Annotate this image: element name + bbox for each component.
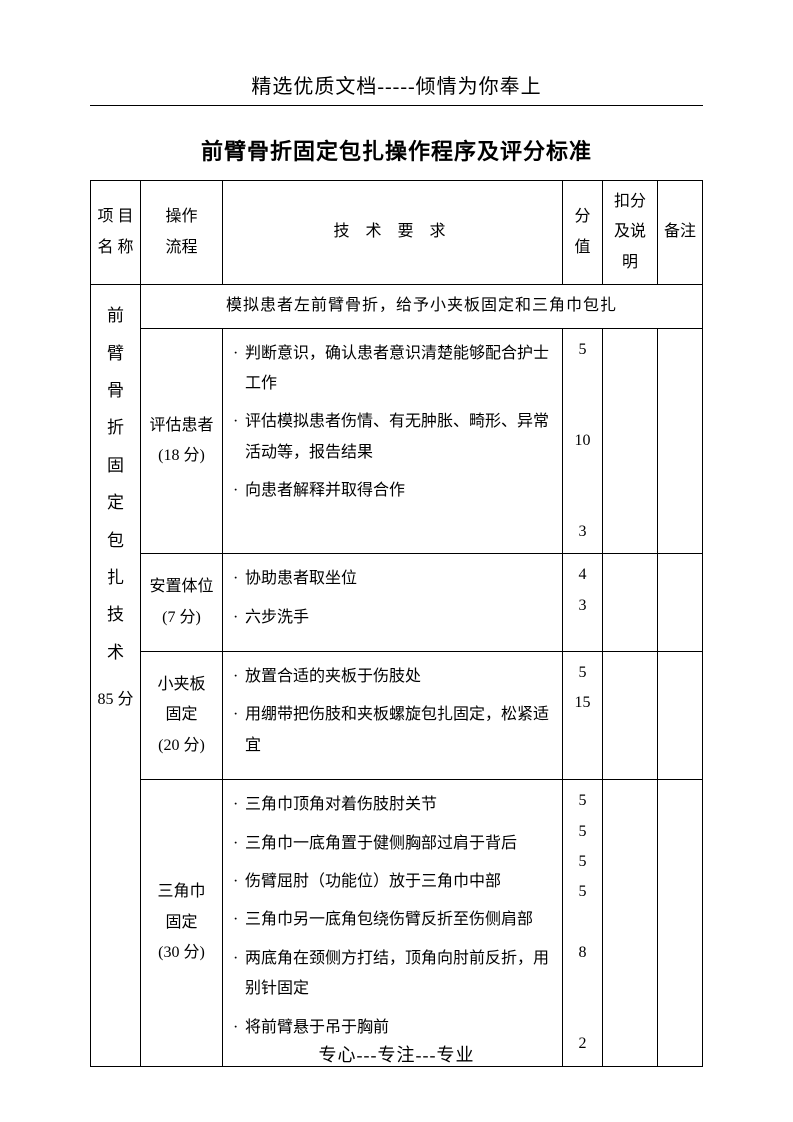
page: 精选优质文档-----倾情为你奉上 前臂骨折固定包扎操作程序及评分标准 项 目名…	[0, 0, 793, 1122]
table-header-row: 项 目名 称 操作流程 技 术 要 求 分值 扣分及说明 备注	[91, 181, 703, 285]
deduct-cell	[603, 554, 658, 652]
page-header: 精选优质文档-----倾情为你奉上	[90, 70, 703, 106]
col-header-score: 分值	[563, 181, 603, 285]
score-cell: 43	[563, 554, 603, 652]
deduct-cell	[603, 652, 658, 780]
scenario-cell: 模拟患者左前臂骨折，给予小夹板固定和三角巾包扎	[141, 285, 703, 328]
score-cell: 5 10 3	[563, 328, 603, 554]
requirement-cell: 放置合适的夹板于伤肢处用绷带把伤肢和夹板螺旋包扎固定，松紧适宜	[223, 652, 563, 780]
deduct-cell	[603, 328, 658, 554]
col-header-step: 操作流程	[141, 181, 223, 285]
col-header-name: 项 目名 称	[91, 181, 141, 285]
page-footer: 专心---专注---专业	[0, 1041, 793, 1067]
step-cell: 评估患者(18 分)	[141, 328, 223, 554]
note-cell	[658, 554, 703, 652]
scoring-table: 项 目名 称 操作流程 技 术 要 求 分值 扣分及说明 备注 前臂骨折固定包扎…	[90, 180, 703, 1067]
requirement-cell: 协助患者取坐位六步洗手	[223, 554, 563, 652]
col-header-deduct: 扣分及说明	[603, 181, 658, 285]
requirement-cell: 判断意识，确认患者意识清楚能够配合护士工作评估模拟患者伤情、有无肿胀、畸形、异常…	[223, 328, 563, 554]
col-header-req: 技 术 要 求	[223, 181, 563, 285]
score-cell: 515	[563, 652, 603, 780]
col-header-note: 备注	[658, 181, 703, 285]
note-cell	[658, 328, 703, 554]
table-row: 评估患者(18 分) 判断意识，确认患者意识清楚能够配合护士工作评估模拟患者伤情…	[91, 328, 703, 554]
step-cell: 三角巾固定(30 分)	[141, 780, 223, 1067]
score-cell: 5555 8 2	[563, 780, 603, 1067]
requirement-cell: 三角巾顶角对着伤肢肘关节三角巾一底角置于健侧胸部过肩于背后伤臂屈肘（功能位）放于…	[223, 780, 563, 1067]
note-cell	[658, 652, 703, 780]
table-row: 小夹板固定(20 分) 放置合适的夹板于伤肢处用绷带把伤肢和夹板螺旋包扎固定，松…	[91, 652, 703, 780]
document-title: 前臂骨折固定包扎操作程序及评分标准	[90, 134, 703, 166]
deduct-cell	[603, 780, 658, 1067]
step-cell: 安置体位(7 分)	[141, 554, 223, 652]
project-name-cell: 前臂骨折固定包扎技术85 分	[91, 285, 141, 1067]
table-row: 前臂骨折固定包扎技术85 分 模拟患者左前臂骨折，给予小夹板固定和三角巾包扎	[91, 285, 703, 328]
table-row: 安置体位(7 分) 协助患者取坐位六步洗手 43	[91, 554, 703, 652]
note-cell	[658, 780, 703, 1067]
table-row: 三角巾固定(30 分) 三角巾顶角对着伤肢肘关节三角巾一底角置于健侧胸部过肩于背…	[91, 780, 703, 1067]
step-cell: 小夹板固定(20 分)	[141, 652, 223, 780]
